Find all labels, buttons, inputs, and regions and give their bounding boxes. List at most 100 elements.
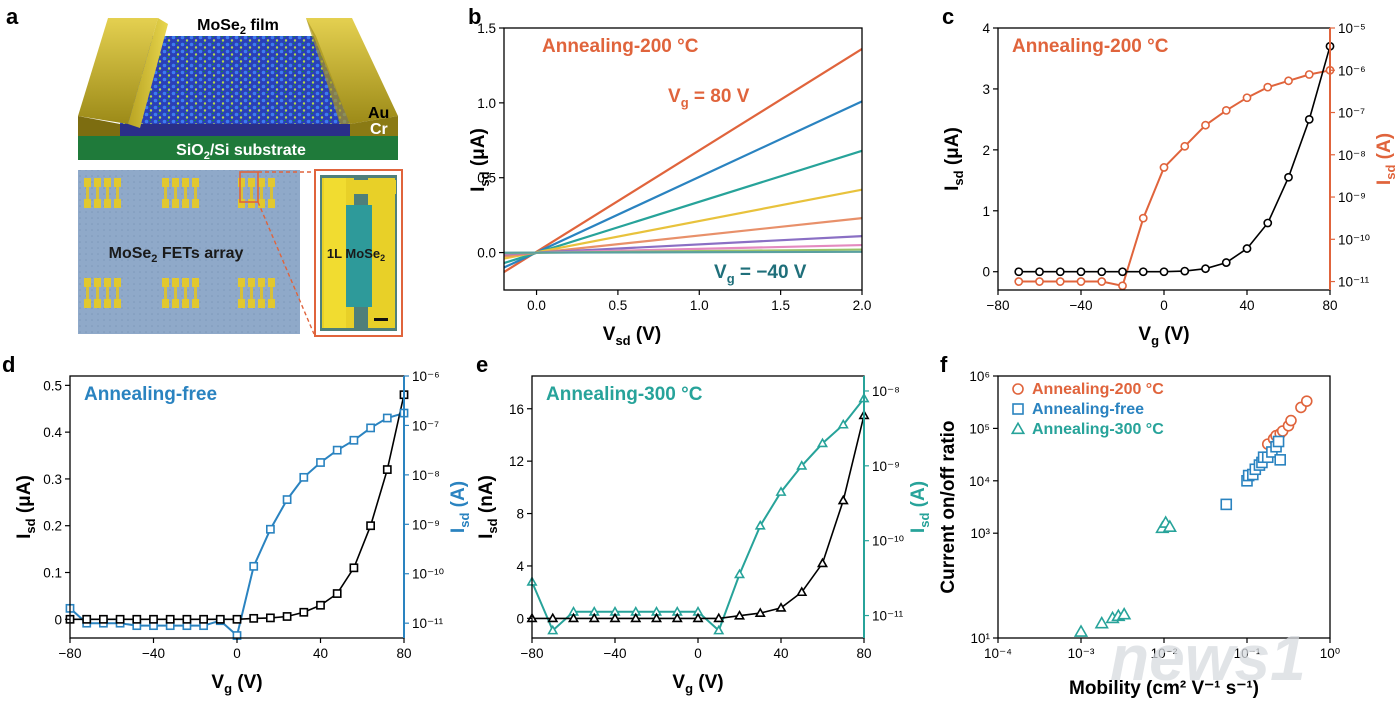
single-device-zoom <box>314 169 403 337</box>
y-tick-label: 0.0 <box>477 246 496 261</box>
substrate-label: SiO2/Si substrate <box>176 142 306 162</box>
linear-marker <box>115 614 125 624</box>
log-marker <box>547 624 559 635</box>
linear-marker <box>332 589 342 598</box>
linear-marker <box>265 613 275 623</box>
contact-pad <box>114 278 121 287</box>
legend-marker <box>1012 403 1024 415</box>
linear-marker <box>165 614 175 624</box>
contact-trace <box>240 287 243 299</box>
contact-pad <box>104 178 111 187</box>
scatter-point <box>1300 395 1313 407</box>
contact-trace <box>194 287 197 299</box>
contact-trace <box>116 287 119 299</box>
panel-label-c: c <box>942 4 954 29</box>
x-axis-label: Vsd (V) <box>603 324 661 348</box>
linear-marker <box>182 614 192 624</box>
log-marker <box>1159 163 1169 172</box>
x-tick-label: 80 <box>396 646 411 661</box>
log-marker <box>382 413 392 423</box>
y2-tick-label: 10⁻⁷ <box>1338 106 1365 121</box>
log-marker <box>1014 277 1024 286</box>
contact-trace <box>86 287 89 299</box>
contact-pad <box>238 278 245 287</box>
y-tick-label: 10¹ <box>970 631 990 646</box>
y-axis-label: Isd (μA) <box>14 475 38 539</box>
contact-trace <box>174 187 177 199</box>
film-label: MoSe2 film <box>197 17 279 37</box>
contact-trace <box>106 287 109 299</box>
log-marker <box>713 624 725 635</box>
contact-pad <box>268 199 275 208</box>
chart-d-transfer-annealing-free: −80 −40 0 40 80 0 0.1 0.2 0.3 0.4 0.5 10⁻¹¹ 10⁻¹⁰ 10⁻… <box>14 369 472 696</box>
contact-pad <box>182 278 189 287</box>
panel-label-f: f <box>940 352 948 377</box>
x-tick-label: 0 <box>1160 298 1168 313</box>
linear-marker <box>733 609 746 620</box>
contact-pad <box>248 278 255 287</box>
contact-pad <box>182 199 189 208</box>
contact-pad <box>268 299 275 308</box>
zoom-region-box <box>239 171 259 203</box>
zoom-label: 1L MoSe2 <box>327 246 385 263</box>
linear-marker <box>547 612 559 623</box>
log-marker <box>733 568 746 579</box>
x-tick-label: −40 <box>1070 298 1093 313</box>
legend-entry: Annealing-free <box>1032 401 1144 418</box>
chart-e-transfer-300c: −80 −40 0 40 80 0 4 8 12 16 10⁻¹¹ 10⁻¹⁰ 10⁻⁹ 10⁻⁸ Anne… <box>476 375 932 696</box>
series-line-2 <box>503 149 863 265</box>
y2-tick-label: 10⁻⁹ <box>1338 190 1366 205</box>
x-tick-label: 0.5 <box>609 298 628 313</box>
linear-marker <box>199 614 208 624</box>
linear-marker <box>1014 267 1024 277</box>
linear-marker <box>1304 114 1314 124</box>
linear-marker <box>1035 267 1044 277</box>
linear-marker <box>1284 172 1293 182</box>
log-marker <box>349 435 359 445</box>
panel-label-a: a <box>6 4 19 29</box>
y-tick-label: 10³ <box>970 526 990 541</box>
contact-trace <box>194 187 197 199</box>
contact-trace <box>86 187 89 199</box>
y-tick-label: 0 <box>54 612 62 627</box>
contact-pad <box>192 199 199 208</box>
y2-tick-label: 10⁻⁷ <box>412 418 439 433</box>
contact-pad <box>114 199 121 208</box>
linear-current-line <box>1018 46 1331 273</box>
x-tick-label: 2.0 <box>853 298 872 313</box>
y2-tick-label: 10⁻⁸ <box>1338 148 1366 163</box>
y2-axis-label: Isd (A) <box>448 481 472 533</box>
chart-c-transfer-200c: −80 −40 0 40 80 0 1 2 3 4 10⁻¹¹ 10⁻¹⁰ 10⁻⁹ 10⁻⁸ 10⁻⁷ 10… <box>942 21 1398 348</box>
contact-pad <box>84 199 91 208</box>
contact-trace <box>164 187 167 199</box>
y2-tick-label: 10⁻¹¹ <box>412 616 444 631</box>
vg-min-label: Vg = −40 V <box>714 262 807 286</box>
legend-entry: Annealing-300 °C <box>1032 421 1164 438</box>
linear-marker <box>588 612 600 623</box>
y-tick-label: 0.2 <box>43 519 62 534</box>
y2-tick-label: 10⁻⁹ <box>872 459 900 474</box>
x-tick-label: 40 <box>313 646 328 661</box>
log-marker <box>1118 281 1127 291</box>
contact-pad <box>94 199 101 208</box>
linear-marker <box>1097 267 1107 277</box>
log-marker <box>366 423 375 433</box>
log-marker <box>1180 141 1190 151</box>
contact-pad <box>84 278 91 287</box>
contact-trace <box>260 187 263 199</box>
log-marker <box>1284 76 1293 86</box>
panel-a: a MoSe2 film Au Cr SiO2/Si substrate <box>6 4 403 337</box>
x-tick-label: 80 <box>856 646 871 661</box>
contact-pad <box>94 299 101 308</box>
log-marker <box>1242 93 1252 103</box>
log-current-line <box>1018 69 1331 287</box>
linear-marker <box>630 612 642 623</box>
linear-marker <box>837 494 849 505</box>
linear-marker <box>754 607 766 618</box>
x-tick-label: 1.0 <box>690 298 709 313</box>
panel-label-b: b <box>468 4 481 29</box>
contact-pad <box>162 278 169 287</box>
y-axis-label: Isd (nA) <box>476 475 500 539</box>
log-current-line <box>531 397 865 633</box>
contact-pad <box>268 178 275 187</box>
